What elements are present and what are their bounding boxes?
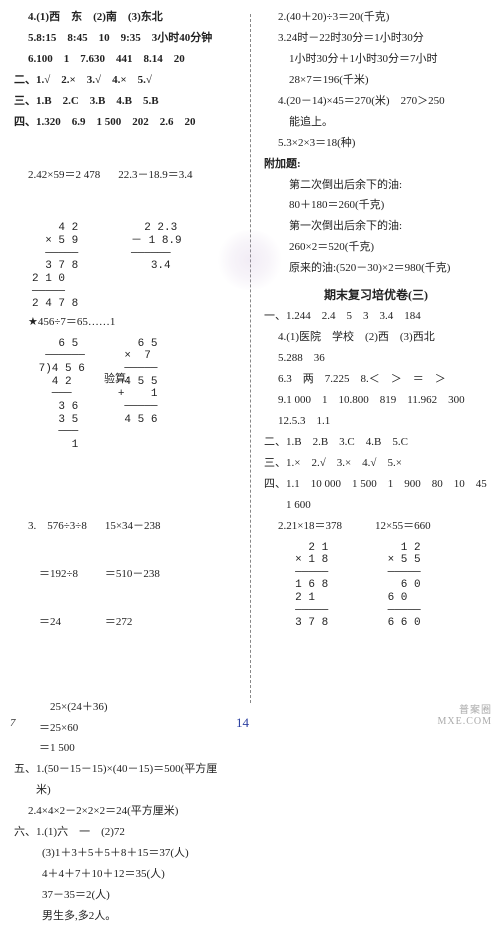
p3c-2: ＝25×60	[14, 721, 238, 737]
s1-4: 4.(1)医院 学校 (2)西 (3)西北	[264, 330, 488, 346]
handwritten-number: 14	[236, 715, 249, 731]
eq-2b: 22.3－18.9＝3.4	[118, 168, 192, 184]
s4-1: 四、1.1 10 000 1 500 1 900 80 10 45	[264, 477, 488, 493]
section-6-1e: 37－35＝2(人)	[14, 888, 238, 904]
r2: 2.(40＋20)÷3＝20(千克)	[264, 10, 488, 26]
ans-6: 6.100 1 7.630 441 8.14 20	[14, 52, 238, 68]
exam-title: 期末复习培优卷(三)	[264, 286, 488, 303]
left-column: 4.(1)西 东 (2)南 (3)东北 5.8:15 8:45 10 9:35 …	[14, 10, 238, 707]
check-label: 验算:	[104, 370, 129, 386]
section-6-1c: (3)1＋3＋5＋5＋8＋15＝37(人)	[14, 846, 238, 862]
section-6-1f: 男生多,多2人。	[14, 909, 238, 925]
section-6-1: 六、1.(1)六 一 (2)72	[14, 825, 238, 841]
s1-12: 12.5.3 1.1	[264, 414, 488, 430]
p3b-3: ＝272	[105, 615, 161, 631]
column-divider	[250, 14, 252, 703]
section-5-1b: 米)	[14, 783, 238, 799]
bonus-b: 80＋180＝260(千克)	[264, 198, 488, 214]
p3b-1: 15×34－238	[105, 519, 161, 535]
r3b: 1小时30分＋1小时30分＝7小时	[264, 52, 488, 68]
r3a: 3.24时－22时30分＝1小时30分	[264, 31, 488, 47]
s1-1: 一、1.244 2.4 5 3 3.4 184	[264, 309, 488, 325]
vertical-calc-2: 2 1 1 2 × 1 8 × 5 5 ───── ───── 1 6 8 6 …	[282, 542, 488, 630]
section-5-2: 2.4×4×2－2×2×2＝24(平方厘米)	[14, 804, 238, 820]
s4-2: 2.21×18＝378 12×55＝660	[264, 519, 488, 535]
p3a-3: ＝24	[28, 615, 87, 631]
problem-3: 3. 576÷3÷8 ＝192÷8 ＝24 15×34－238 ＝510－238…	[14, 456, 238, 695]
equation-row: 2.42×59＝2 478 22.3－18.9＝3.4	[14, 136, 238, 216]
r5: 5.3×2×3＝18(种)	[264, 136, 488, 152]
p3b-2: ＝510－238	[105, 567, 161, 583]
vertical-calc-1: 4 2 2 2.3 × 5 9 － 1 8.9 ───── ────── 3 7…	[32, 222, 238, 310]
section-3: 三、1.B 2.C 3.B 4.B 5.B	[14, 94, 238, 110]
r4b: 能追上。	[264, 115, 488, 131]
p3c-3: ＝1 500	[14, 741, 238, 757]
star-problem: ★456÷7＝65……1	[14, 315, 238, 331]
bonus-title: 附加题:	[264, 157, 488, 173]
bonus-d: 260×2＝520(千克)	[264, 240, 488, 256]
eq-2a: 2.42×59＝2 478	[28, 168, 100, 184]
p3a-1: 3. 576÷3÷8	[28, 519, 87, 535]
section-2: 二、1.√ 2.× 3.√ 4.× 5.√	[14, 73, 238, 89]
r4a: 4.(20－14)×45＝270(米) 270＞250	[264, 94, 488, 110]
s1-6: 6.3 两 7.225 8.＜ ＞ ＝ ＞	[264, 372, 488, 388]
s4-1b: 1 600	[264, 498, 488, 514]
page-number: 7	[10, 717, 16, 729]
p3c-1: 25×(24＋36)	[14, 700, 238, 716]
bonus-a: 第二次倒出后余下的油:	[264, 178, 488, 194]
section-4-1: 四、1.320 6.9 1 500 202 2.6 20	[14, 115, 238, 131]
section-5-1: 五、1.(50－15－15)×(40－15)＝500(平方厘	[14, 762, 238, 778]
bonus-c: 第一次倒出后余下的油:	[264, 219, 488, 235]
section-6-1d: 4＋4＋7＋10＋12＝35(人)	[14, 867, 238, 883]
s1-9: 9.1 000 1 10.800 819 11.962 300	[264, 393, 488, 409]
watermark-line1: 普案圈	[437, 705, 492, 716]
s1-5: 5.288 36	[264, 351, 488, 367]
s3: 三、1.× 2.√ 3.× 4.√ 5.×	[264, 456, 488, 472]
watermark-line2: MXE.COM	[437, 716, 492, 727]
ans-5: 5.8:15 8:45 10 9:35 3小时40分钟	[14, 31, 238, 47]
p3a-2: ＝192÷8	[28, 567, 87, 583]
right-column: 2.(40＋20)÷3＝20(千克) 3.24时－22时30分＝1小时30分 1…	[264, 10, 488, 707]
r3c: 28×7＝196(千米)	[264, 73, 488, 89]
watermark: 普案圈 MXE.COM	[437, 705, 492, 727]
ans-4: 4.(1)西 东 (2)南 (3)东北	[14, 10, 238, 26]
bonus-e: 原来的油:(520－30)×2＝980(千克)	[264, 261, 488, 277]
s2: 二、1.B 2.B 3.C 4.B 5.C	[264, 435, 488, 451]
vertical-calc-div: 6 5 6 5 ────── × 7 7)4 5 6 ───── 4 2 4 5…	[32, 338, 238, 452]
